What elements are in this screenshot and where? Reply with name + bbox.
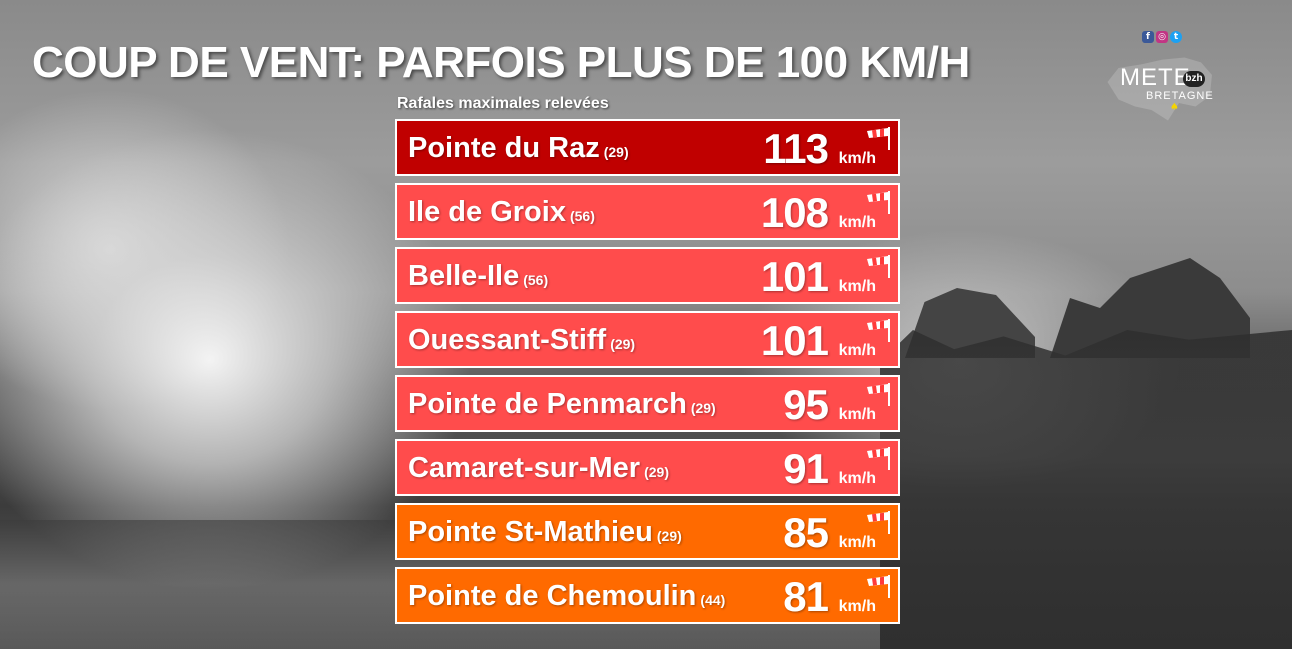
logo-text-bottom: BRETAGNE	[1146, 90, 1214, 102]
gust-unit: km/h	[838, 214, 876, 231]
list-subtitle: Rafales maximales relevées	[397, 95, 609, 112]
station-label: Pointe St-Mathieu	[408, 516, 653, 548]
gust-value: 108	[760, 189, 829, 236]
station-name: Pointe St-Mathieu (29)	[408, 516, 682, 549]
station-label: Pointe du Raz	[408, 132, 600, 164]
station-name: Pointe de Penmarch (29)	[408, 388, 716, 421]
windsock-icon	[867, 127, 890, 150]
gust-value: 91	[783, 445, 829, 492]
social-links: f ◎ t	[1142, 31, 1182, 43]
station-dept: (29)	[656, 528, 682, 544]
station-dept: (29)	[644, 464, 669, 480]
station-row: Pointe du Raz (29) 113 km/h	[395, 119, 900, 176]
gust-value: 95	[783, 381, 829, 428]
gust-unit: km/h	[838, 150, 876, 167]
facebook-icon[interactable]: f	[1142, 31, 1154, 43]
gust-unit: km/h	[838, 470, 876, 487]
logo-badge: bzh	[1183, 71, 1205, 87]
station-name: Pointe de Chemoulin (44)	[408, 580, 725, 613]
station-row: Ile de Groix (56) 108 km/h	[395, 183, 900, 240]
page-title: COUP DE VENT: PARFOIS PLUS DE 100 KM/H	[32, 38, 970, 87]
station-row: Pointe de Chemoulin (44) 81 km/h	[395, 567, 900, 624]
ermine-icon: ♠	[1170, 102, 1179, 113]
station-row: Camaret-sur-Mer (29) 91 km/h	[395, 439, 900, 496]
instagram-icon[interactable]: ◎	[1156, 31, 1168, 43]
gust-unit: km/h	[838, 598, 876, 615]
station-name: Ouessant-Stiff (29)	[408, 324, 635, 357]
twitter-icon[interactable]: t	[1170, 31, 1182, 43]
station-name: Camaret-sur-Mer (29)	[408, 452, 669, 485]
station-dept: (29)	[690, 400, 716, 416]
station-list: Pointe du Raz (29) 113 km/h Ile de Groix (56)…	[395, 119, 900, 631]
gust-value: 113	[763, 125, 829, 172]
station-dept: (44)	[700, 592, 726, 608]
station-label: Pointe de Chemoulin	[408, 580, 697, 612]
windsock-icon	[867, 319, 890, 342]
windsock-icon	[867, 383, 890, 406]
gust-unit: km/h	[838, 406, 876, 423]
station-row: Belle-Ile (56) 101 km/h	[395, 247, 900, 304]
station-row: Pointe St-Mathieu (29) 85 km/h	[395, 503, 900, 560]
windsock-icon	[867, 575, 890, 598]
station-name: Belle-Ile (56)	[408, 260, 548, 293]
windsock-icon	[867, 255, 890, 278]
station-name: Ile de Groix (56)	[408, 196, 595, 229]
station-label: Pointe de Penmarch	[408, 388, 687, 420]
gust-value: 81	[783, 573, 829, 620]
station-row: Pointe de Penmarch (29) 95 km/h	[395, 375, 900, 432]
station-row: Ouessant-Stiff (29) 101 km/h	[395, 311, 900, 368]
station-label: Camaret-sur-Mer	[408, 452, 641, 484]
gust-unit: km/h	[838, 342, 876, 359]
gust-value: 101	[760, 317, 829, 364]
gust-value: 101	[760, 253, 829, 300]
station-dept: (29)	[610, 336, 636, 352]
station-dept: (29)	[603, 144, 629, 160]
gust-unit: km/h	[838, 278, 876, 295]
station-name: Pointe du Raz (29)	[408, 132, 629, 165]
windsock-icon	[867, 447, 890, 470]
gust-unit: km/h	[838, 534, 876, 551]
windsock-icon	[867, 511, 890, 534]
logo-text-top: METE	[1120, 64, 1191, 91]
station-label: Belle-Ile	[408, 260, 520, 292]
station-dept: (56)	[569, 208, 595, 224]
logo: METE bzh BRETAGNE ♠	[1102, 48, 1214, 126]
station-dept: (56)	[523, 272, 549, 288]
background-rocks	[880, 330, 1292, 649]
gust-value: 85	[783, 509, 829, 556]
station-label: Ouessant-Stiff	[408, 324, 607, 356]
windsock-icon	[867, 191, 890, 214]
station-label: Ile de Groix	[408, 196, 566, 228]
